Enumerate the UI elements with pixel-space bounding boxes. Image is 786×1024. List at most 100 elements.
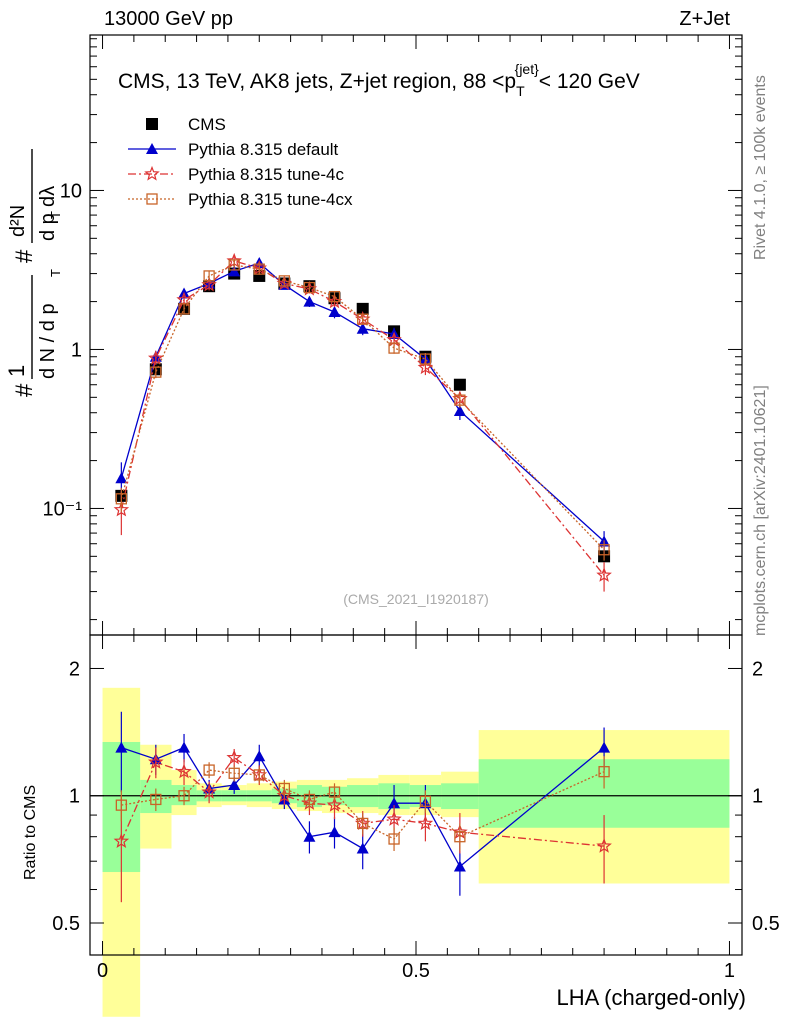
main-y-tick-label: 10: [60, 180, 82, 202]
analysis-watermark: (CMS_2021_I1920187): [343, 591, 489, 607]
ratio-point-tune4cx: [454, 831, 466, 843]
y-label-hash-2: #: [11, 249, 38, 263]
data-point-tune4cx: [115, 493, 127, 505]
ratio-point-tune4cx: [303, 793, 316, 806]
ratio-point-tune4c: [201, 783, 217, 799]
ratio-point-tune4c: [147, 754, 164, 769]
data-point-tune4cx: [419, 353, 432, 365]
chart-title-subscript: T: [516, 83, 525, 99]
ratio-point-default: [388, 797, 401, 809]
data-point-tune4cx: [454, 394, 466, 406]
ratio-point-tune4cx: [150, 793, 162, 806]
chart-title-superscript: {jet}: [515, 61, 539, 77]
x-axis-label: LHA (charged-only): [556, 985, 746, 1010]
y-label-frac1-sub: T: [48, 269, 63, 277]
data-point-default: [453, 405, 466, 417]
data-point-tune4c: [113, 501, 130, 517]
chart-title-tail: < 120 GeV: [539, 70, 640, 93]
ratio-point-tune4cx: [419, 795, 432, 807]
data-point-tune4cx: [388, 342, 400, 354]
data-point-tune4c: [417, 359, 434, 375]
data-point-tune4cx: [357, 313, 369, 325]
ratio-point-tune4cx: [228, 767, 240, 779]
ratio-y-tick-label-right: 0.5: [752, 913, 780, 935]
ratio-y-tick-label-left: 0.5: [52, 913, 80, 935]
data-point-tune4cx: [253, 263, 265, 275]
ratio-point-tune4c: [113, 833, 130, 848]
ratio-point-tune4cx: [357, 817, 369, 830]
ratio-y-tick-label-left: 2: [69, 658, 80, 680]
ratio-point-tune4c: [596, 837, 612, 853]
data-point-default: [115, 472, 128, 484]
ratio-point-default: [303, 830, 316, 842]
ratio-line-tune4cx: [121, 769, 605, 840]
ratio-point-tune4cx: [203, 764, 215, 776]
data-point-default: [228, 265, 241, 277]
y-label-hash: #: [11, 383, 38, 397]
ratio-point-default: [115, 741, 128, 753]
data-point-tune4c: [147, 350, 164, 365]
ratio-point-tune4cx: [115, 799, 127, 811]
ratio-point-default: [328, 826, 341, 838]
process-label: Z+Jet: [679, 8, 730, 30]
ratio-point-tune4c: [226, 749, 242, 765]
y-label-frac2-den: d p: [37, 213, 59, 241]
y-label-frac2-tail: dλ: [37, 186, 59, 207]
chart-title-main: CMS, 13 TeV, AK8 jets, Z+jet region, 88 …: [118, 70, 516, 93]
y-label-frac2-sub: T: [48, 211, 63, 219]
energy-label: 13000 GeV pp: [104, 8, 233, 30]
x-tick-label: 1: [724, 960, 735, 982]
ratio-point-tune4c: [176, 763, 192, 779]
x-tick-label: 0.5: [402, 960, 430, 982]
ratio-point-default: [178, 741, 191, 753]
legend-marker-default: [146, 143, 158, 154]
data-point-cms: [356, 302, 369, 315]
main-y-tick-label: 1: [71, 339, 82, 361]
legend-label-default: Pythia 8.315 default: [188, 140, 339, 159]
data-point-cms: [453, 378, 466, 391]
legend-marker-tune4cx: [146, 193, 158, 205]
legend-item-default: Pythia 8.315 default: [128, 140, 339, 159]
legend-item-tune4c: Pythia 8.315 tune-4c: [128, 165, 344, 184]
ratio-point-tune4cx: [328, 786, 341, 798]
ratio-point-tune4cx: [178, 790, 190, 802]
data-point-tune4c: [596, 567, 612, 582]
main-y-tick-label: 10⁻¹: [43, 498, 83, 520]
legend-marker-cms: [146, 118, 158, 130]
y-label-frac1-den: d N / d p: [37, 303, 59, 379]
x-tick-label: 0: [97, 960, 108, 982]
chart-title: CMS, 13 TeV, AK8 jets, Z+jet region, 88 …: [118, 61, 640, 99]
data-point-tune4cx: [178, 303, 190, 315]
ratio-point-tune4cx: [598, 766, 610, 778]
ratio-series-tune4cx: [115, 756, 610, 852]
data-point-tune4cx: [228, 259, 240, 271]
data-point-default: [356, 322, 369, 334]
y-label-frac2-num: d²N: [7, 205, 29, 237]
ratio-y-tick-label-right: 1: [752, 786, 763, 808]
legend-item-cms: CMS: [146, 115, 226, 134]
ratio-point-default: [453, 860, 466, 872]
ratio-point-default: [228, 779, 241, 791]
data-point-tune4cx: [303, 281, 316, 294]
y-label-frac1-num: 1: [4, 365, 29, 377]
data-point-tune4cx: [328, 290, 341, 303]
ratio-point-default: [598, 741, 611, 753]
series-tune4cx: [115, 259, 610, 561]
data-point-default: [303, 295, 316, 307]
ratio-point-default: [253, 750, 266, 762]
data-point-default: [328, 306, 341, 318]
data-point-tune4cx: [203, 270, 215, 282]
ratio-point-tune4c: [386, 811, 402, 826]
legend-item-tune4cx: Pythia 8.315 tune-4cx: [128, 190, 353, 209]
legend-label-tune4c: Pythia 8.315 tune-4c: [188, 165, 344, 184]
legend-marker-tune4c: [144, 165, 160, 181]
legend-label-cms: CMS: [188, 115, 226, 134]
ratio-point-tune4c: [417, 815, 434, 831]
ratio-y-tick-label-right: 2: [752, 658, 763, 680]
ratio-point-tune4cx: [253, 769, 265, 781]
legend-label-tune4cx: Pythia 8.315 tune-4cx: [188, 190, 353, 209]
ratio-point-tune4cx: [388, 833, 400, 845]
ratio-point-default: [356, 842, 369, 854]
data-point-tune4cx: [598, 544, 610, 556]
